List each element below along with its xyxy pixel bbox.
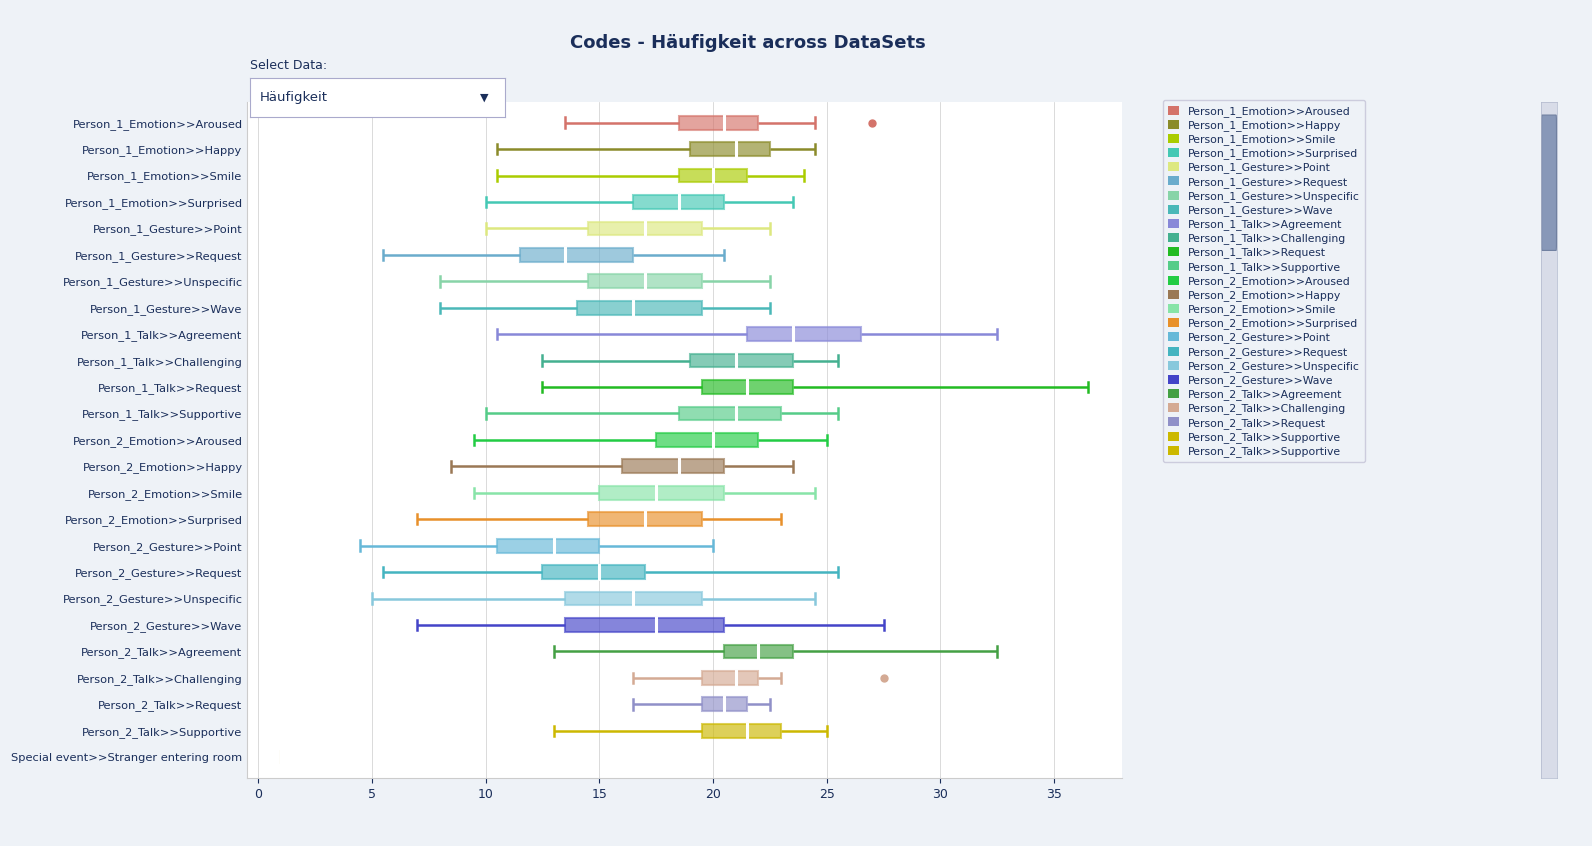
Bar [576, 301, 702, 315]
Bar [565, 618, 724, 632]
Bar [678, 168, 747, 183]
Bar [599, 486, 724, 500]
Bar [587, 222, 702, 235]
Bar [702, 724, 782, 738]
Legend: Person_1_Emotion>>Aroused, Person_1_Emotion>>Happy, Person_1_Emotion>>Smile, Per: Person_1_Emotion>>Aroused, Person_1_Emot… [1162, 100, 1364, 462]
Bar [587, 513, 702, 526]
Text: Select Data:: Select Data: [250, 59, 326, 72]
Bar [622, 459, 724, 473]
Bar [691, 354, 793, 367]
Bar [543, 565, 645, 579]
Bar [497, 539, 599, 552]
Bar [747, 327, 861, 341]
Bar [587, 274, 702, 288]
Bar [678, 116, 758, 129]
Bar [565, 591, 702, 606]
Text: Codes - Häufigkeit across DataSets: Codes - Häufigkeit across DataSets [570, 34, 927, 52]
Bar [702, 380, 793, 394]
Bar [702, 671, 758, 684]
Bar [634, 195, 724, 209]
Bar [724, 645, 793, 658]
Bar [702, 697, 747, 711]
Bar [691, 142, 771, 156]
Bar [678, 407, 782, 420]
Bar [656, 433, 758, 447]
Text: ▼: ▼ [481, 92, 489, 102]
FancyBboxPatch shape [1541, 115, 1557, 250]
Bar [519, 248, 634, 261]
Text: Häufigkeit: Häufigkeit [259, 91, 328, 104]
